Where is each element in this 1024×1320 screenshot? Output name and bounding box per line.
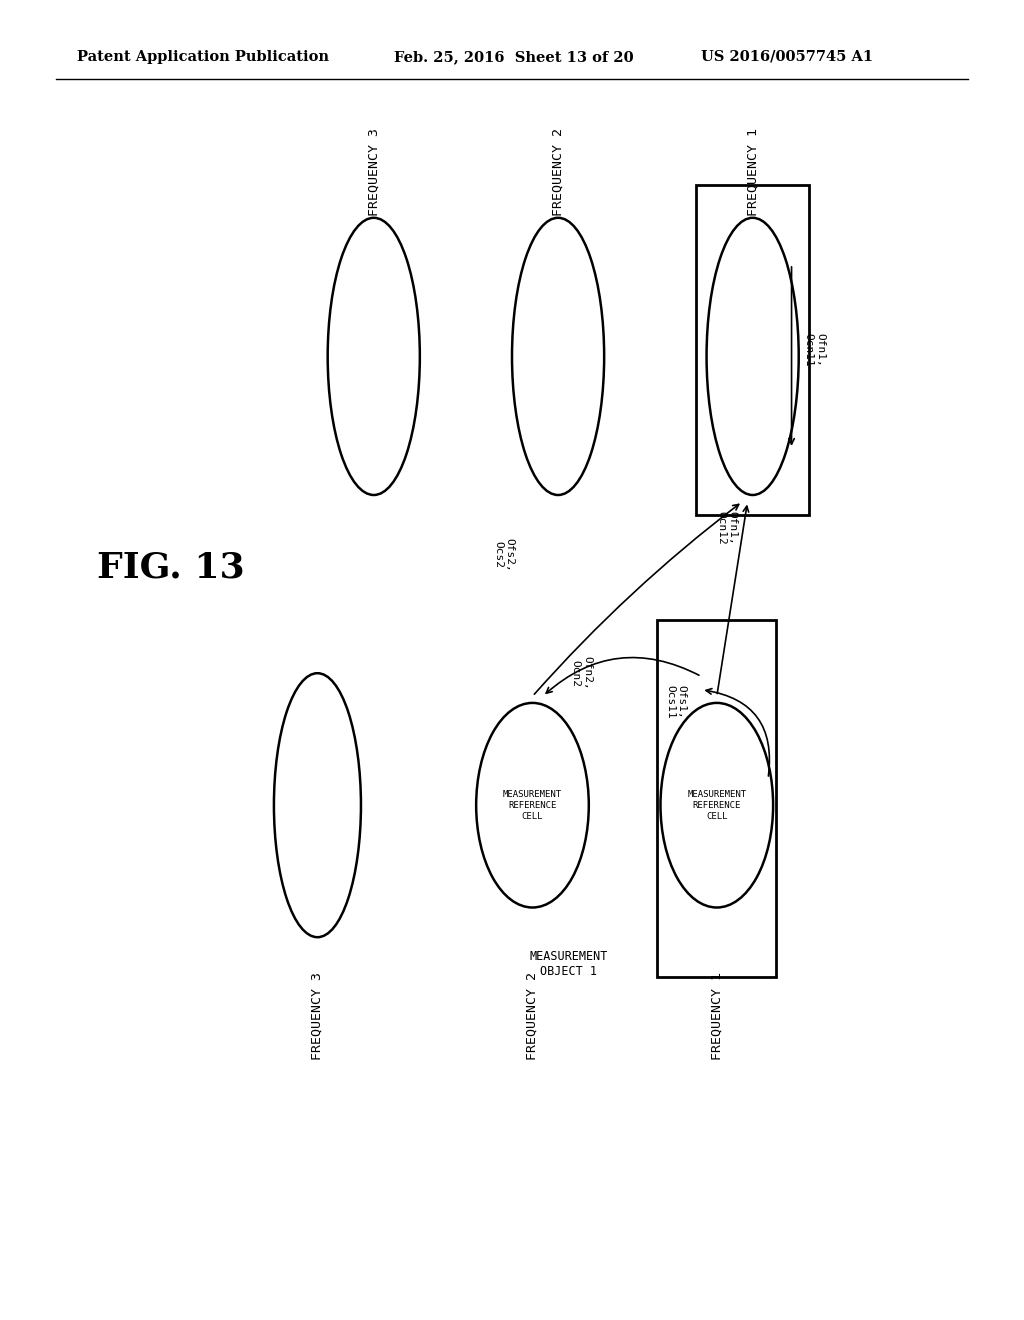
Text: US 2016/0057745 A1: US 2016/0057745 A1 [701, 50, 873, 63]
Text: FREQUENCY 1: FREQUENCY 1 [711, 973, 723, 1060]
Bar [696, 185, 809, 515]
Text: FREQUENCY 2: FREQUENCY 2 [552, 128, 564, 215]
Text: Ofn1,
Ocn11: Ofn1, Ocn11 [804, 333, 825, 367]
Text: Ofn2,
Ocn2: Ofn2, Ocn2 [570, 656, 593, 690]
Text: Patent Application Publication: Patent Application Publication [77, 50, 329, 63]
Text: Ofs1,
Ocs11: Ofs1, Ocs11 [665, 685, 687, 719]
Text: MEASUREMENT
REFERENCE
CELL: MEASUREMENT REFERENCE CELL [687, 789, 746, 821]
Text: MEASUREMENT
REFERENCE
CELL: MEASUREMENT REFERENCE CELL [503, 789, 562, 821]
Text: Feb. 25, 2016  Sheet 13 of 20: Feb. 25, 2016 Sheet 13 of 20 [394, 50, 634, 63]
Text: FREQUENCY 3: FREQUENCY 3 [368, 128, 380, 215]
Text: MEASUREMENT
OBJECT 1: MEASUREMENT OBJECT 1 [529, 950, 607, 978]
Text: FREQUENCY 3: FREQUENCY 3 [311, 973, 324, 1060]
Text: Ofs2,
Ocs2: Ofs2, Ocs2 [493, 537, 515, 572]
Text: FIG. 13: FIG. 13 [97, 550, 245, 585]
Text: FREQUENCY 2: FREQUENCY 2 [526, 973, 539, 1060]
Bar [657, 620, 776, 977]
Text: Ofn1,
Ocn12: Ofn1, Ocn12 [716, 511, 738, 545]
Text: FREQUENCY 1: FREQUENCY 1 [746, 128, 759, 215]
